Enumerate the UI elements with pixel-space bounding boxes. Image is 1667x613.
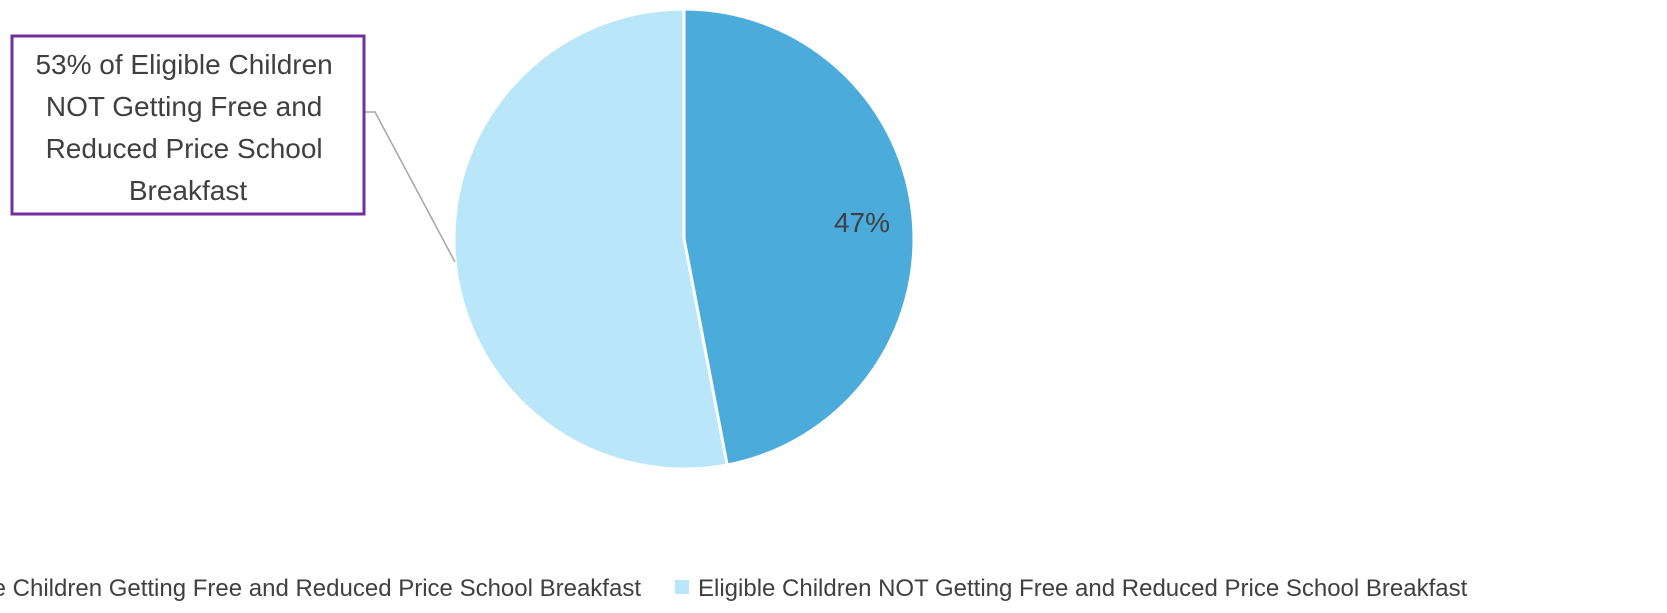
legend-label-getting: Eligible Children Getting Free and Reduc… xyxy=(0,575,641,602)
legend-label-not-getting: Eligible Children NOT Getting Free and R… xyxy=(698,575,1468,602)
callout-line-1: 53% of Eligible Children xyxy=(35,49,332,80)
slice-data-label-getting: 47% xyxy=(834,207,890,238)
callout-leader-line xyxy=(364,111,456,263)
pie-slice-getting xyxy=(682,7,916,467)
legend-swatch-not-getting xyxy=(675,580,689,594)
callout-line-2: NOT Getting Free and xyxy=(46,91,323,122)
callout-line-4: Breakfast xyxy=(129,175,247,206)
slice-data-label-not-getting: 53% of Eligible Children NOT Getting Fre… xyxy=(35,49,340,206)
callout-box xyxy=(10,34,366,216)
pie-slices xyxy=(452,7,916,471)
callout-line-3: Reduced Price School xyxy=(46,133,323,164)
legend: Eligible Children NOT Getting Free and R… xyxy=(0,575,1468,602)
